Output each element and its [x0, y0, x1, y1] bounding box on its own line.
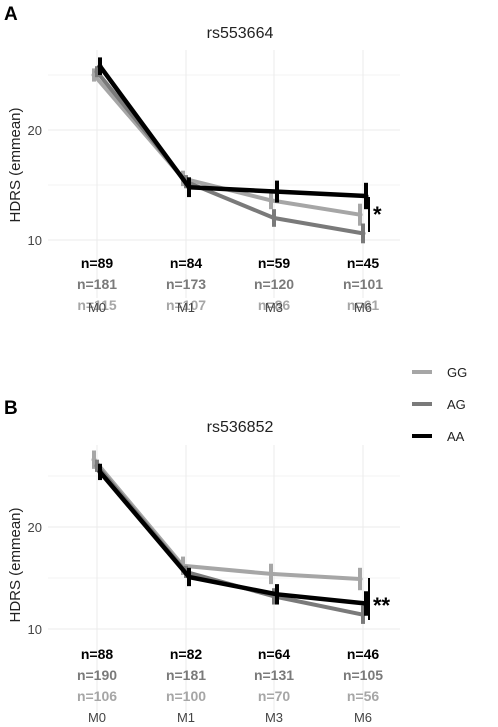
point-gg-m6 [357, 576, 363, 582]
count-ag-m0: n=190 [77, 667, 117, 683]
series-line-ag [95, 464, 364, 617]
panel-a-xtick-m1: M1 [177, 300, 195, 315]
count-ag-m6: n=101 [343, 276, 383, 292]
count-aa-m0: n=89 [81, 255, 114, 271]
point-gg-m3 [268, 197, 274, 203]
count-aa-m0: n=88 [81, 646, 114, 662]
point-aa-m1 [186, 574, 192, 580]
count-ag-m1: n=173 [166, 276, 206, 292]
count-ag-m3: n=131 [254, 667, 294, 683]
count-gg-m0: n=106 [77, 688, 117, 704]
series-line-aa [98, 470, 367, 606]
panel-b: B rs536852 HDRS (emmean) 20 10 ** n=88 n=… [4, 398, 400, 725]
panel-a-ytick-20: 20 [28, 123, 42, 138]
point-gg-m6 [357, 212, 363, 218]
panel-a-significance: * [373, 202, 382, 227]
series-line-gg [92, 458, 361, 582]
panel-a-y-axis-label: HDRS (emmean) [7, 107, 24, 222]
point-aa-m3 [274, 591, 280, 597]
count-gg-m6: n=56 [347, 688, 380, 704]
legend: GG AG AA [412, 365, 467, 444]
panel-a-xtick-m0: M0 [88, 300, 106, 315]
count-ag-m3: n=120 [254, 276, 294, 292]
count-gg-m1: n=107 [166, 297, 206, 313]
panel-label-b: B [4, 398, 18, 419]
point-aa-m3 [274, 189, 280, 195]
panel-a-ytick-10: 10 [28, 233, 42, 248]
panel-b-xtick-m1: M1 [177, 710, 195, 725]
panel-a-title: rs553664 [207, 25, 274, 42]
panel-a-series [91, 57, 370, 244]
panel-b-xtick-m0: M0 [88, 710, 106, 725]
panel-b-series [91, 450, 370, 624]
count-ag-m0: n=181 [77, 276, 117, 292]
count-ag-m6: n=105 [343, 667, 383, 683]
panel-b-counts: n=88 n=82 n=64 n=46 n=190 n=181 n=131 n=105 n=10… [77, 646, 383, 704]
panel-b-title: rs536852 [207, 419, 274, 436]
panel-b-y-axis-label: HDRS (emmean) [7, 507, 24, 622]
point-aa-m1 [186, 184, 192, 190]
point-gg-m3 [268, 571, 274, 577]
count-aa-m6: n=45 [347, 255, 380, 271]
point-ag-m6 [360, 230, 366, 236]
panel-label-a: A [4, 4, 18, 25]
point-ag-m3 [271, 215, 277, 221]
series-line-ag [95, 70, 364, 236]
count-gg-m1: n=100 [166, 688, 206, 704]
count-gg-m3: n=86 [258, 297, 291, 313]
panel-b-xtick-m6: M6 [354, 710, 372, 725]
count-aa-m3: n=64 [258, 646, 291, 662]
count-aa-m1: n=84 [170, 255, 203, 271]
panel-b-ytick-20: 20 [28, 520, 42, 535]
legend-label-ag: AG [447, 397, 466, 412]
count-ag-m1: n=181 [166, 667, 206, 683]
panel-a-counts: n=89 n=84 n=59 n=45 n=181 n=173 n=120 n=101 n=11… [77, 255, 383, 313]
panel-a-xtick-m3: M3 [265, 300, 283, 315]
count-gg-m0: n=115 [77, 297, 117, 313]
count-gg-m6: n=61 [347, 297, 380, 313]
panel-a-xtick-m6: M6 [354, 300, 372, 315]
legend-label-gg: GG [447, 365, 467, 380]
panel-b-ytick-10: 10 [28, 622, 42, 637]
panel-b-significance: ** [373, 593, 391, 618]
count-aa-m3: n=59 [258, 255, 291, 271]
count-aa-m1: n=82 [170, 646, 203, 662]
panel-a: A rs553664 HDRS (emmean) 20 10 * n=89 n=8… [4, 4, 400, 315]
legend-label-aa: AA [447, 429, 465, 444]
point-aa-m6 [363, 193, 369, 199]
point-aa-m0 [97, 63, 103, 69]
series-line-aa [98, 64, 367, 199]
point-aa-m0 [97, 469, 103, 475]
panel-b-xtick-m3: M3 [265, 710, 283, 725]
count-gg-m3: n=70 [258, 688, 291, 704]
count-aa-m6: n=46 [347, 646, 380, 662]
point-aa-m6 [363, 601, 369, 606]
